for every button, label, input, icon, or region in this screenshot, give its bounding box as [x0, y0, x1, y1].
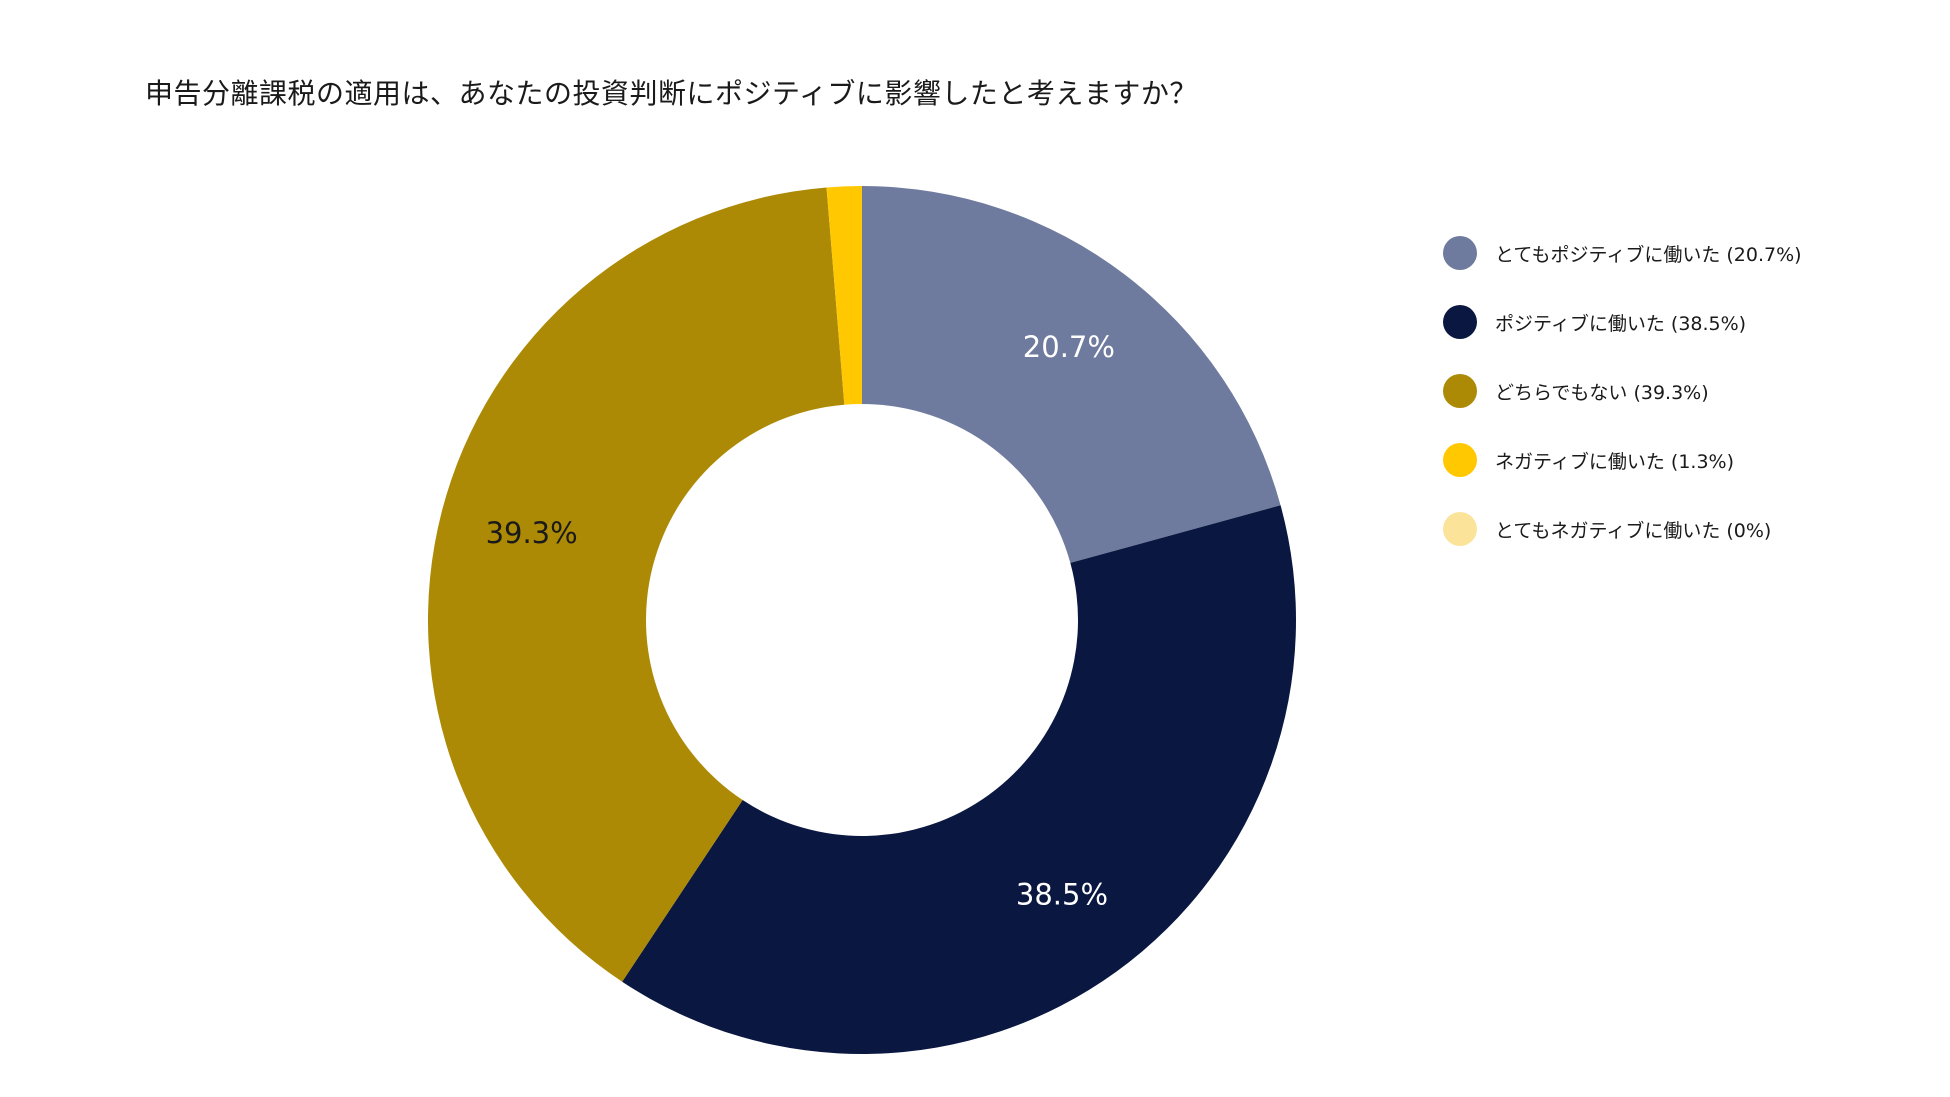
donut-slices: [428, 186, 1296, 1054]
chart-legend: とてもポジティブに働いた (20.7%) ポジティブに働いた (38.5%) ど…: [1443, 236, 1802, 581]
legend-swatch: [1443, 305, 1477, 339]
legend-label: とてもポジティブに働いた (20.7%): [1495, 243, 1802, 266]
legend-label: ネガティブに働いた (1.3%): [1495, 450, 1734, 473]
legend-swatch: [1443, 374, 1477, 408]
donut-slice[interactable]: [826, 186, 862, 405]
slice-label: 20.7%: [1023, 330, 1115, 364]
legend-swatch: [1443, 443, 1477, 477]
legend-swatch: [1443, 512, 1477, 546]
legend-item[interactable]: ネガティブに働いた (1.3%): [1443, 443, 1802, 477]
slice-label: 39.3%: [486, 516, 578, 550]
legend-item[interactable]: ポジティブに働いた (38.5%): [1443, 305, 1802, 339]
legend-label: ポジティブに働いた (38.5%): [1495, 312, 1747, 335]
legend-item[interactable]: どちらでもない (39.3%): [1443, 374, 1802, 408]
legend-label: どちらでもない (39.3%): [1495, 381, 1709, 404]
legend-swatch: [1443, 236, 1477, 270]
legend-label: とてもネガティブに働いた (0%): [1495, 519, 1772, 542]
legend-item[interactable]: とてもポジティブに働いた (20.7%): [1443, 236, 1802, 270]
donut-slice[interactable]: [622, 505, 1296, 1054]
legend-item[interactable]: とてもネガティブに働いた (0%): [1443, 512, 1802, 546]
slice-label: 38.5%: [1016, 877, 1108, 911]
chart-title: 申告分離課税の適用は、あなたの投資判断にポジティブに影響したと考えますか？: [145, 77, 1198, 110]
slice-labels: 20.7% 38.5% 39.3%: [486, 330, 1115, 912]
donut-slice[interactable]: [428, 187, 845, 982]
donut-slice[interactable]: [862, 186, 1281, 563]
